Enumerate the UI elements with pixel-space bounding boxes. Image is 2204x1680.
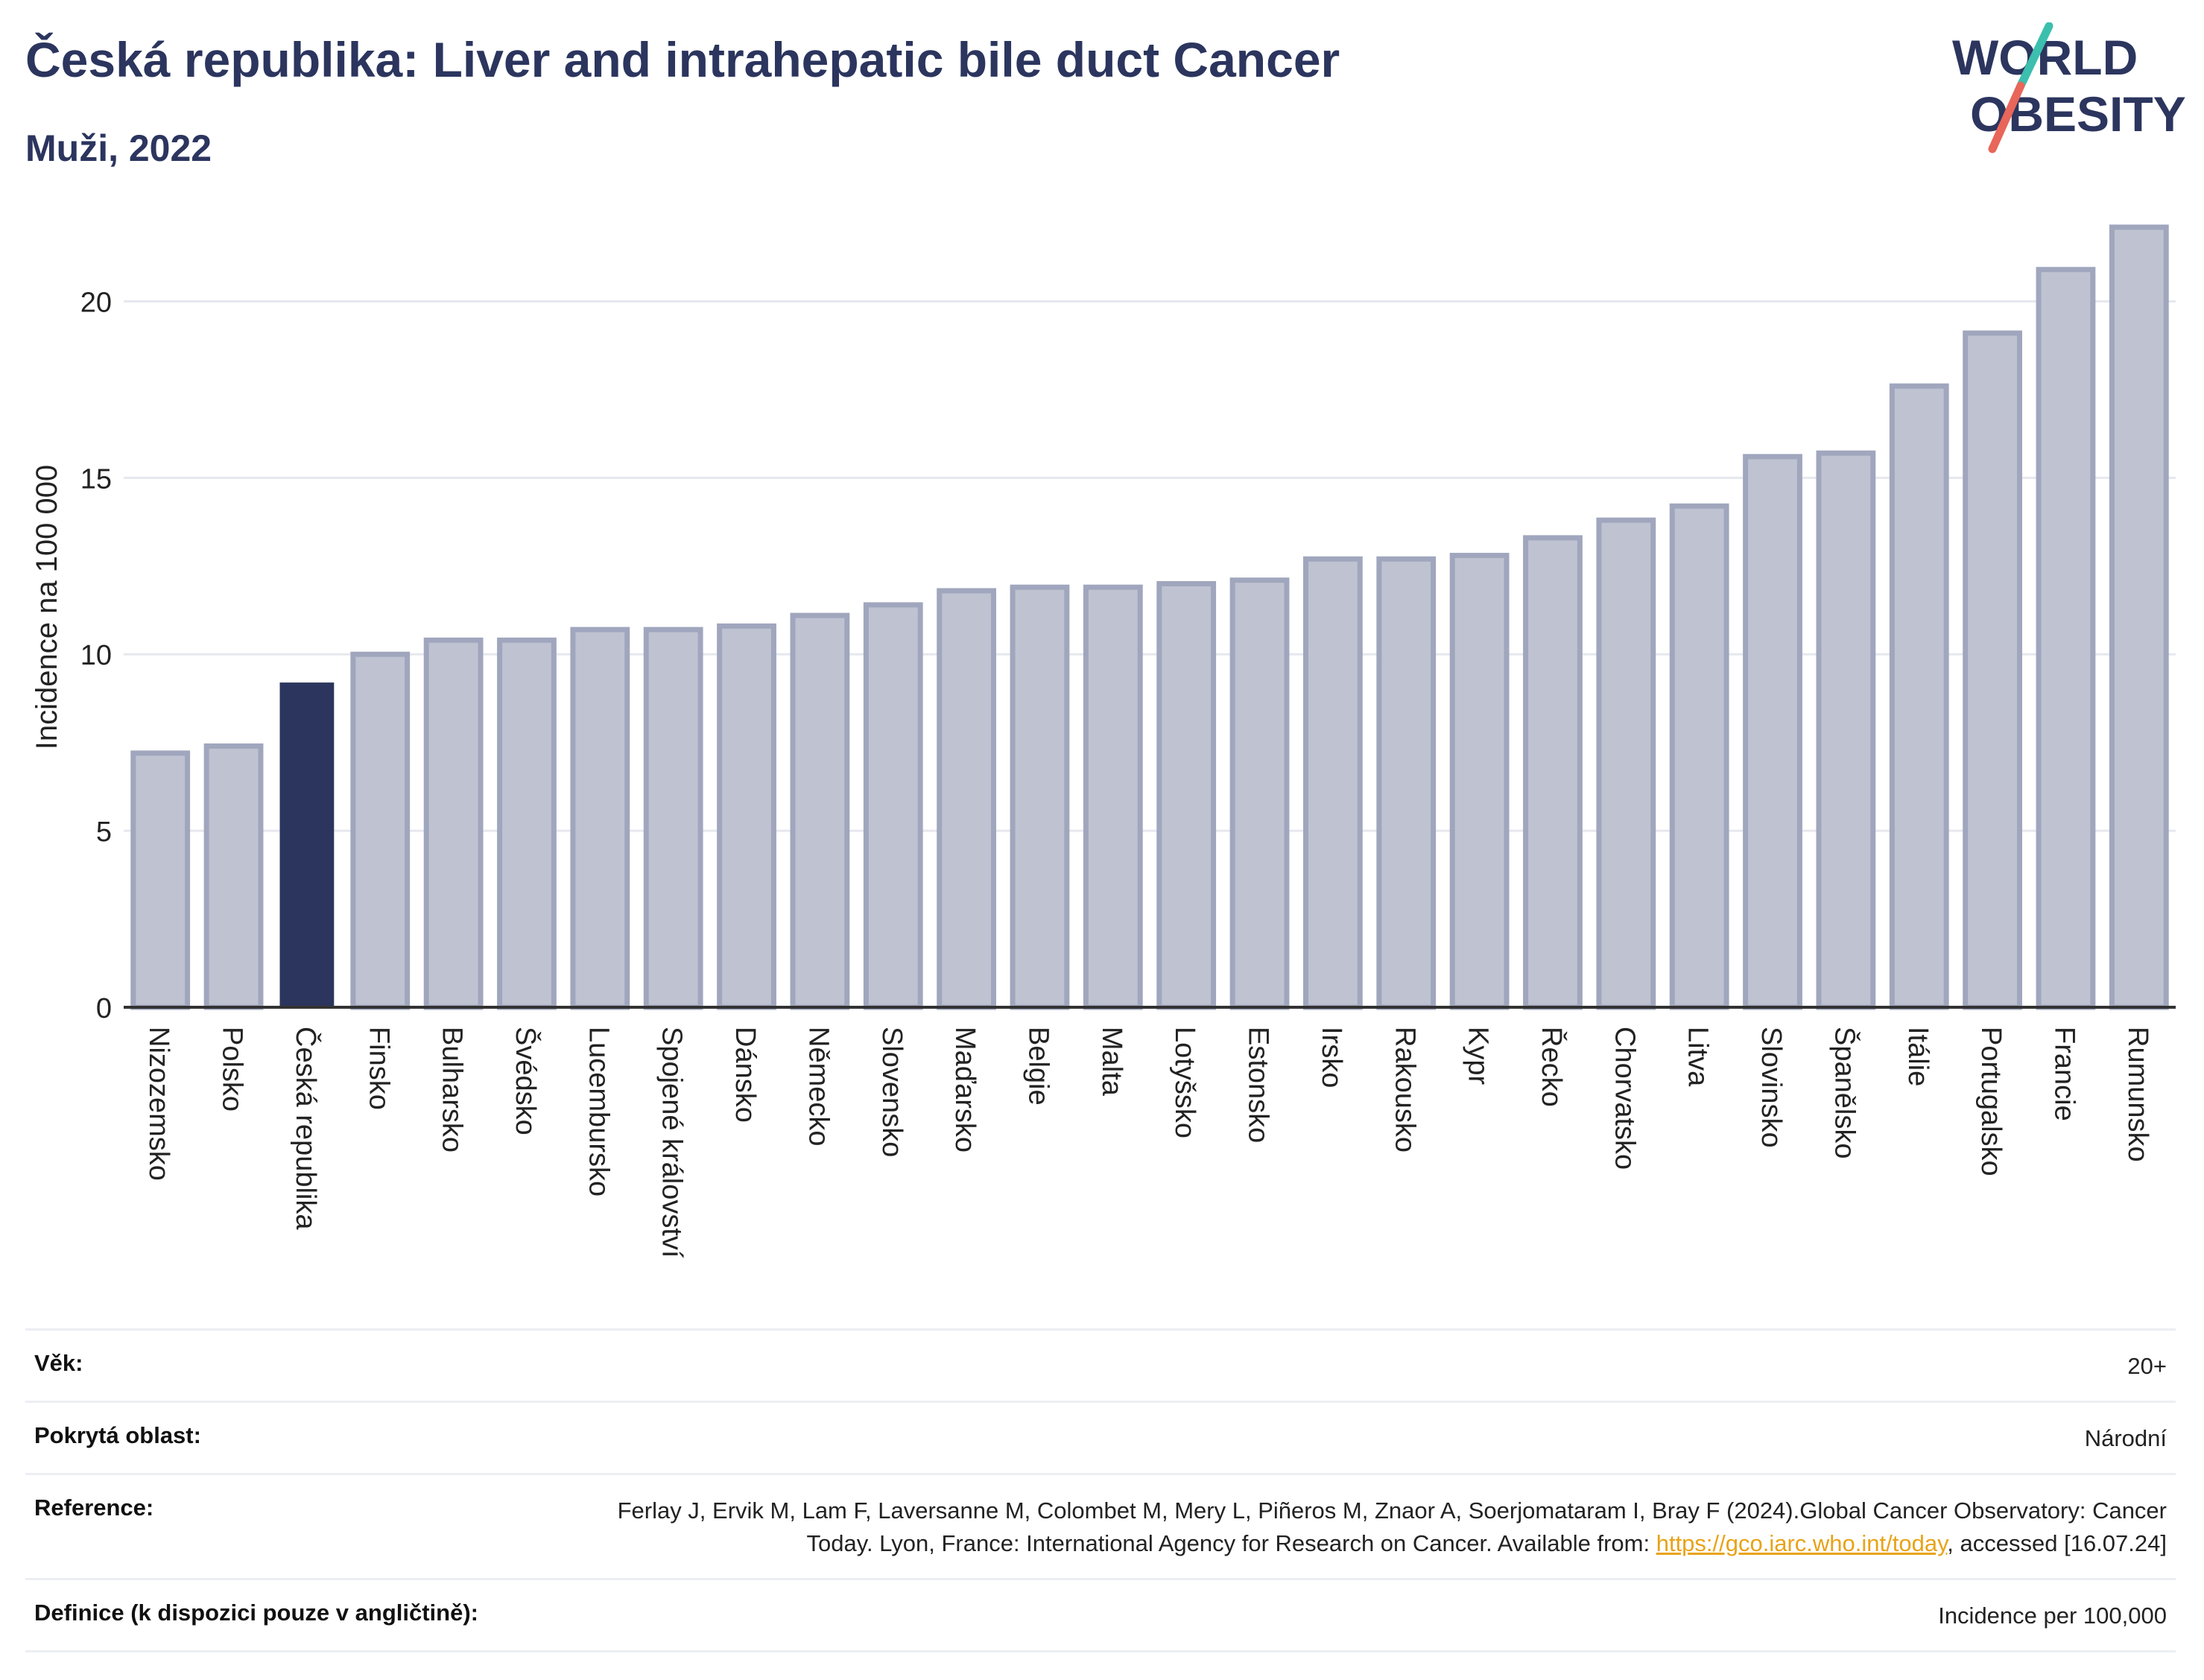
chart-subtitle: Muži, 2022 [25,127,212,169]
bar[interactable] [790,612,850,1010]
y-tick-label: 5 [96,817,112,848]
bar[interactable] [497,637,557,1010]
bar[interactable] [1376,556,1437,1010]
meta-row-definition: Definice (k dispozici pouze v angličtině… [25,1578,2176,1652]
x-tick-label: Spojené království [656,1027,688,1258]
bar[interactable] [643,627,703,1010]
bar[interactable] [1889,383,1949,1010]
x-tick-label: Řecko [1536,1027,1568,1107]
y-tick-label: 15 [80,463,112,495]
bar[interactable] [717,623,776,1010]
reference-text: Ferlay J, Ervik M, Lam F, Laversanne M, … [617,1497,2167,1556]
bars-layer [130,224,2169,1010]
x-tick-label: Portugalsko [1975,1027,2007,1176]
x-tick-label: Malta [1096,1027,1127,1097]
x-tick-label: Lucembursko [583,1027,614,1196]
bar[interactable] [279,682,335,1007]
logo-slash-bottom [1988,81,2025,153]
reference-value: Ferlay J, Ervik M, Lam F, Laversanne M, … [572,1494,2167,1560]
x-tick-label: Rumunsko [2122,1027,2153,1162]
definition-value: Incidence per 100,000 [1938,1603,2167,1629]
bar[interactable] [1596,517,1656,1010]
x-tick-label: Bulharsko [437,1027,468,1153]
x-tick-label: Estonsko [1243,1027,1274,1143]
metadata-table: Věk: 20+ Pokrytá oblast: Národní Referen… [25,1328,2176,1652]
x-tick-label: Polsko [217,1027,248,1112]
x-tick-label: Itálie [1902,1027,1934,1086]
x-tick-label: Česká republika [290,1027,323,1230]
bar[interactable] [1010,584,1070,1010]
bar[interactable] [937,588,996,1010]
y-axis-label: Incidence na 100 000 [31,465,63,750]
bar[interactable] [1156,580,1217,1010]
definition-label: Definice (k dispozici pouze v angličtině… [34,1600,478,1626]
x-tick-label: Finsko [363,1027,394,1110]
world-obesity-logo: WORLD OBESITY [1952,22,2186,153]
axis-layer: 0 5 10 15 20 Nizozemsko Polsko Česká republika F… [80,287,2176,1258]
meta-row-age: Věk: 20+ [25,1328,2176,1401]
x-tick-label: Litva [1682,1027,1714,1087]
bar[interactable] [1963,330,2022,1010]
bar[interactable] [1523,535,1583,1010]
x-tick-label: Chorvatsko [1609,1027,1640,1170]
bar[interactable] [130,750,191,1010]
bar[interactable] [1083,584,1143,1010]
x-tick-label: Německo [802,1027,834,1147]
meta-row-area: Pokrytá oblast: Národní [25,1401,2176,1473]
y-tick-label: 10 [80,640,112,671]
meta-row-reference: Reference: Ferlay J, Ervik M, Lam F, Lav… [25,1473,2176,1578]
y-tick-label: 20 [80,287,112,318]
x-tick-label: Dánsko [729,1027,761,1123]
x-tick-label: Slovensko [876,1027,908,1157]
bar[interactable] [423,637,484,1010]
chart-title: Česká republika: Liver and intrahepatic … [25,32,1340,87]
x-tick-label: Maďarsko [949,1027,981,1153]
area-label: Pokrytá oblast: [34,1422,201,1448]
x-tick-label: Rakousko [1389,1027,1420,1153]
x-tick-label: Irsko [1316,1027,1347,1088]
age-label: Věk: [34,1350,83,1376]
x-tick-label: Slovinsko [1755,1027,1787,1148]
bar[interactable] [2036,267,2096,1010]
x-tick-label: Kypr [1463,1027,1494,1085]
reference-label: Reference: [34,1494,154,1521]
bar[interactable] [1743,454,1802,1010]
bar[interactable] [203,743,264,1010]
bar[interactable] [1816,450,1876,1010]
x-tick-label: Švédsko [510,1027,542,1135]
x-tick-label: Francie [2048,1027,2080,1121]
reference-accessed: , accessed [16.07.24] [1947,1530,2167,1556]
bar-chart: 0 5 10 15 20 Nizozemsko Polsko Česká republika F… [31,224,2176,1258]
x-tick-label: Španělsko [1828,1027,1861,1158]
bar[interactable] [1669,503,1729,1010]
logo-slash-top [2016,22,2053,90]
bar[interactable] [1449,553,1510,1010]
bar[interactable] [350,651,411,1010]
age-value: 20+ [2127,1353,2167,1379]
bar[interactable] [1303,556,1363,1010]
bar[interactable] [863,602,923,1010]
reference-link[interactable]: https://gco.iarc.who.int/today [1656,1530,1948,1556]
y-tick-label: 0 [96,993,112,1024]
x-tick-label: Nizozemsko [143,1027,174,1181]
x-tick-label: Lotyšsko [1169,1027,1200,1138]
x-tick-label: Belgie [1022,1027,1054,1106]
bar[interactable] [2109,224,2169,1010]
bar[interactable] [1229,577,1290,1010]
area-value: Národní [2084,1425,2167,1451]
bar[interactable] [570,627,630,1010]
